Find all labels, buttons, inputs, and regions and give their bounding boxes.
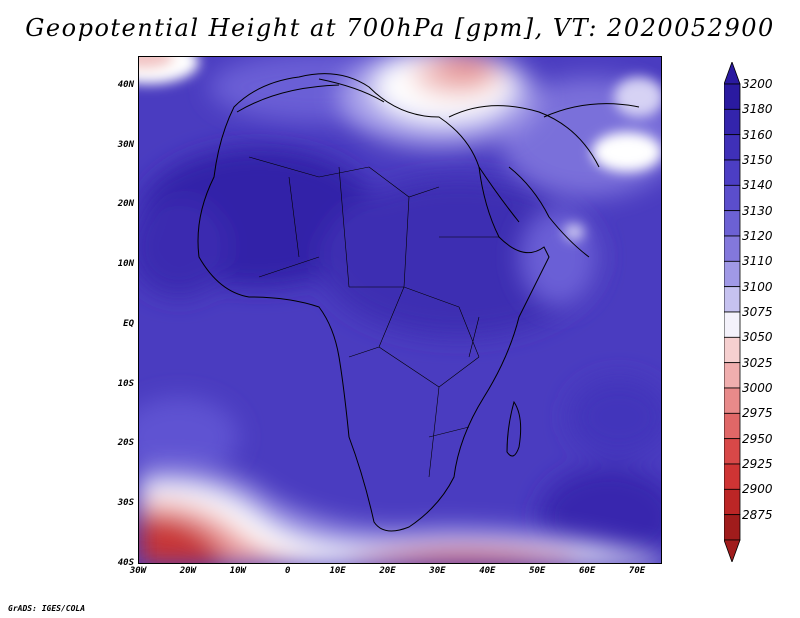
geopotential-field (139, 57, 661, 563)
colorbar-swatch (723, 83, 741, 110)
colorbar-bottom-arrow (723, 539, 741, 564)
colorbar-level-label: 3025 (742, 355, 773, 370)
lon-tick-label: 30E (429, 566, 446, 576)
colorbar-level-label: 2925 (742, 457, 773, 471)
colorbar-swatch (723, 336, 741, 364)
lat-tick-label: 30N (117, 139, 134, 150)
colorbar-svg (723, 60, 741, 564)
lat-tick-label: 20S (117, 438, 134, 449)
colorbar-swatch (723, 311, 741, 338)
colorbar-swatch (723, 159, 741, 186)
colorbar-swatch (723, 184, 741, 212)
colorbar-level-label: 3160 (742, 127, 773, 142)
southern-low (139, 465, 661, 563)
colorbar-swatch (723, 438, 741, 465)
colorbar (723, 60, 784, 564)
colorbar-level-label: 3100 (742, 279, 773, 294)
colorbar-level-label: 2900 (742, 482, 773, 497)
colorbar-swatch (723, 260, 741, 288)
colorbar-level-label: 3150 (742, 153, 773, 167)
northern-low (339, 57, 539, 147)
lat-tick-label: 40S (117, 558, 134, 568)
colorbar-level-label: 3110 (742, 254, 773, 269)
lon-tick-label: 10E (329, 566, 346, 576)
colorbar-swatch (723, 134, 741, 161)
lat-tick-label: 30S (117, 498, 134, 509)
colorbar-level-label: 2950 (742, 431, 773, 446)
colorbar-swatch (723, 108, 741, 136)
colorbar-top-arrow (723, 60, 741, 85)
lat-tick-label: 10S (117, 378, 134, 389)
colorbar-level-label: 3140 (742, 178, 773, 193)
colorbar-swatch (723, 488, 741, 516)
lon-tick-label: 0 (284, 566, 291, 576)
colorbar-swatch (723, 514, 741, 541)
colorbar-level-label: 2875 (742, 507, 773, 522)
nw-corner (139, 57, 199, 84)
lon-tick-label: 60E (579, 566, 596, 576)
colorbar-level-label: 3050 (742, 330, 773, 345)
colorbar-swatch (723, 235, 741, 262)
lat-tick-label: 20N (117, 199, 134, 210)
lon-tick-label: 40E (479, 566, 496, 576)
lat-tick-label: 40N (117, 79, 134, 90)
chart-title: Geopotential Height at 700hPa [gpm], VT:… (25, 14, 775, 42)
colorbar-level-label: 3000 (742, 381, 773, 395)
lon-tick-label: 20E (379, 566, 396, 576)
colorbar-level-label: 3120 (742, 229, 773, 243)
country-borders (248, 156, 499, 478)
credit-label: GrADS: IGES/COLA (8, 604, 86, 613)
map-panel (138, 56, 662, 564)
colorbar-level-label: 3200 (742, 77, 773, 91)
colorbar-level-label: 3130 (742, 203, 773, 218)
lon-tick-label: 70E (628, 566, 646, 576)
colorbar-level-label: 2975 (742, 406, 773, 421)
colorbar-swatch (723, 362, 741, 389)
lon-tick-label: 50E (529, 566, 546, 576)
colorbar-level-label: 3075 (742, 305, 773, 319)
colorbar-swatch (723, 210, 741, 237)
colorbar-swatch (723, 412, 741, 440)
coastlines (197, 73, 640, 532)
colorbar-swatch (723, 463, 741, 490)
lon-tick-label: 10W (229, 566, 246, 576)
colorbar-level-label: 3180 (742, 102, 773, 117)
lon-tick-label: 30W (129, 566, 147, 576)
lon-tick-label: 20W (179, 566, 197, 576)
lat-tick-label: 10N (117, 259, 134, 270)
colorbar-swatch (723, 286, 741, 313)
lat-tick-label: EQ (123, 318, 134, 329)
colorbar-swatch (723, 387, 741, 414)
iran-high-plateau (564, 77, 661, 240)
